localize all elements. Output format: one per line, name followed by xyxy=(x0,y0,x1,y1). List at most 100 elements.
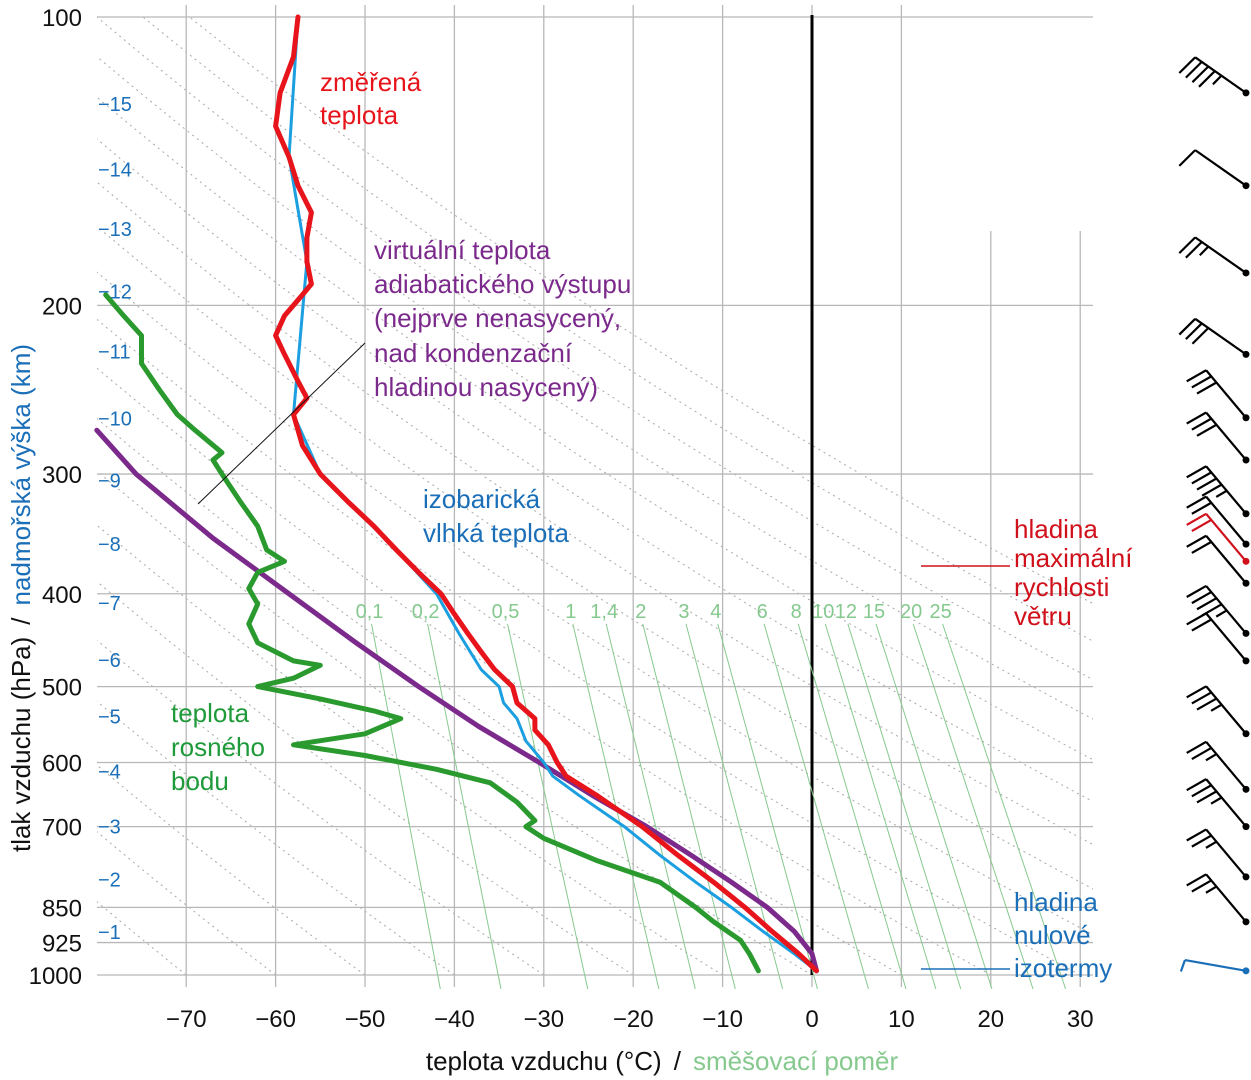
annotation-measured-temp: změřená teplota xyxy=(320,67,428,130)
wind-barb-full xyxy=(1191,327,1210,345)
virtual-temp-pointer-line xyxy=(197,342,366,505)
wind-barb xyxy=(1186,828,1250,881)
series-line-dewpoint xyxy=(103,292,761,974)
pressure-tick-label: 200 xyxy=(42,293,82,320)
pressure-tick-label: 925 xyxy=(42,931,82,958)
wind-barb-staff xyxy=(1205,513,1247,563)
temperature-tick-label: 0 xyxy=(805,1006,818,1033)
temperature-tick-label: −60 xyxy=(255,1006,296,1033)
wind-barb-full xyxy=(1186,778,1207,792)
dry-adiabat xyxy=(97,271,1093,936)
wind-barb-full xyxy=(1186,411,1207,425)
wind-barb-full xyxy=(1201,483,1223,497)
mixing-ratio-line xyxy=(847,623,962,990)
wind-barb-full xyxy=(1186,612,1207,626)
dry-adiabat xyxy=(97,138,1093,803)
wind-barb xyxy=(1178,149,1250,190)
wind-barb-half xyxy=(1212,74,1223,86)
wind-barb-full xyxy=(1186,512,1207,526)
height-tick-label: −8 xyxy=(98,534,121,556)
temperature-tick-label: 20 xyxy=(977,1006,1004,1033)
pressure-tick-label: 700 xyxy=(42,815,82,842)
annotation-max-wind: hladina maximální rychlosti větru xyxy=(1014,514,1140,631)
wind-barb-full xyxy=(1186,465,1207,479)
dry-adiabat xyxy=(97,17,1093,681)
wind-barb-full xyxy=(1191,784,1212,798)
mixing-ratio-lines: 0,1 0,2 0,5 1 1,4 2 3 4 6 8 10 12 15 20 25 xyxy=(356,601,1067,990)
mixing-ratio-line xyxy=(371,623,441,990)
wind-barb-staff xyxy=(1205,369,1247,419)
wind-barb-full xyxy=(1198,70,1216,88)
wind-barb-half xyxy=(1210,703,1223,712)
grid xyxy=(97,5,1093,987)
wind-barb-full xyxy=(1191,417,1212,431)
mixing-ratio-label: 3 xyxy=(678,601,689,623)
wind-barb-full xyxy=(1196,597,1217,611)
wind-barb-full xyxy=(1186,828,1207,842)
wind-barb-full xyxy=(1191,834,1212,848)
wind-barb-staff xyxy=(1194,317,1247,356)
dry-adiabat xyxy=(97,225,1093,890)
mixing-ratio-line xyxy=(797,623,907,990)
wind-barb-staff xyxy=(1184,958,1247,972)
wind-barb xyxy=(1186,512,1250,565)
wind-barb-staff xyxy=(1205,495,1247,545)
height-tick-label: −4 xyxy=(98,762,121,784)
wind-barb-half xyxy=(1210,796,1223,805)
mixing-ratio-line xyxy=(427,623,502,990)
height-tick-label: −1 xyxy=(98,922,121,944)
wind-barb xyxy=(1186,534,1250,587)
height-tick-label: −12 xyxy=(98,282,132,304)
annotation-virtual-temp: virtuální teplota adiabatického výstupu … xyxy=(374,235,639,402)
wind-barb-half xyxy=(1199,245,1210,257)
dry-adiabat xyxy=(142,17,1093,642)
mixing-ratio-line xyxy=(763,623,869,990)
series-line-virtual-temp xyxy=(94,427,819,974)
temperature-tick-label: −30 xyxy=(523,1006,564,1033)
temperature-tick-label: −50 xyxy=(345,1006,386,1033)
dry-adiabat xyxy=(97,96,1093,761)
height-tick-label: −2 xyxy=(98,870,121,892)
height-tick-label: −7 xyxy=(98,593,121,615)
wind-barb-half xyxy=(1215,489,1228,498)
wind-barb-full xyxy=(1191,746,1212,760)
mixing-ratio-label: 15 xyxy=(863,601,885,623)
wind-barb-half xyxy=(1179,959,1186,972)
mixing-ratio-line xyxy=(875,623,993,990)
wind-barb-full xyxy=(1191,540,1212,554)
wind-barb xyxy=(1186,685,1250,738)
mixing-ratio-line xyxy=(642,623,736,990)
series xyxy=(94,14,819,974)
pressure-tick-label: 1000 xyxy=(29,963,82,990)
wind-barb-full xyxy=(1186,495,1207,509)
mixing-ratio-label: 0,1 xyxy=(356,601,384,623)
pressure-tick-label: 300 xyxy=(42,462,82,489)
wind-barb xyxy=(1186,778,1250,831)
mixing-ratio-line xyxy=(717,623,818,990)
mixing-ratio-label: 10 xyxy=(812,601,834,623)
wind-barb-full xyxy=(1185,61,1203,79)
dry-adiabat xyxy=(97,318,1081,976)
pressure-tick-label: 600 xyxy=(42,750,82,777)
temperature-tick-label: −10 xyxy=(702,1006,743,1033)
wind-barb-full xyxy=(1186,534,1207,548)
wind-barb xyxy=(1186,612,1250,665)
wind-barb-full xyxy=(1196,790,1217,804)
mixing-ratio-label: 2 xyxy=(635,601,646,623)
mixing-ratio-label: 4 xyxy=(710,601,721,623)
annotation-dewpoint: teplota rosného bodu xyxy=(171,698,272,796)
mixing-ratio-line xyxy=(605,623,696,990)
wind-barb-staff xyxy=(1205,411,1247,461)
wind-barb xyxy=(1186,465,1250,518)
wind-barb-full xyxy=(1196,423,1217,437)
height-tick-label: −15 xyxy=(98,94,132,116)
wind-barb-full xyxy=(1185,241,1203,259)
dry-adiabat xyxy=(97,367,992,976)
wind-barb xyxy=(1186,411,1250,464)
wind-barb-full xyxy=(1196,477,1217,491)
wind-barb xyxy=(1178,236,1250,277)
wind-barb-staff xyxy=(1205,778,1247,828)
mixing-ratio-label: 1 xyxy=(565,601,576,623)
wind-barb-half xyxy=(1205,840,1217,849)
